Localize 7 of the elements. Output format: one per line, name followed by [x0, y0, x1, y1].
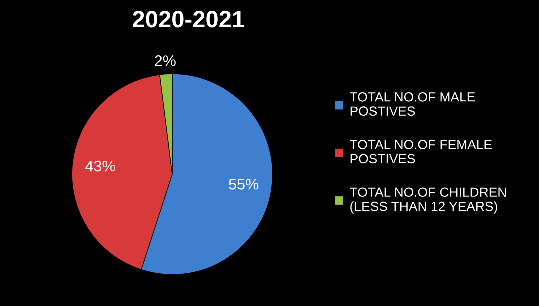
chart-title: 2020-2021 [133, 11, 244, 28]
legend-label: TOTAL NO.OF CHILDREN (LESS THAN 12 YEARS) [350, 188, 506, 214]
legend-label: TOTAL NO.OF MALE POSTIVES [350, 92, 476, 116]
data-label: 2% [155, 56, 176, 66]
data-label: 55% [229, 179, 259, 190]
data-label: 43% [86, 160, 116, 172]
legend-label: TOTAL NO.OF FEMALE POSTIVES [350, 140, 492, 164]
